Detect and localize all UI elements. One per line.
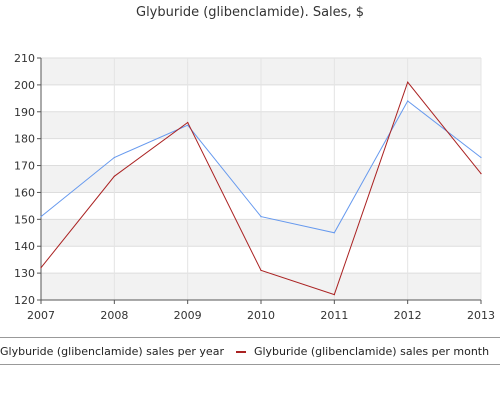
data-point: [40, 216, 42, 218]
y-tick-label: 150: [14, 213, 35, 226]
series-lines: [40, 81, 482, 296]
data-point: [333, 232, 335, 234]
x-tick-label: 2008: [100, 309, 128, 322]
y-tick-label: 120: [14, 294, 35, 307]
legend-label: Glyburide (glibenclamide) sales per year: [0, 345, 224, 358]
x-tick-label: 2009: [174, 309, 202, 322]
y-tick-label: 140: [14, 240, 35, 253]
x-tick-label: 2007: [27, 309, 55, 322]
x-tick-label: 2010: [247, 309, 275, 322]
data-point: [407, 81, 409, 83]
legend: Glyburide (glibenclamide) sales per year…: [0, 337, 500, 365]
y-tick-label: 180: [14, 133, 35, 146]
data-point: [113, 175, 115, 177]
legend-item-1: Glyburide (glibenclamide) sales per mont…: [235, 345, 490, 358]
y-tick-label: 190: [14, 106, 35, 119]
y-tick-label: 170: [14, 160, 35, 173]
legend-label: Glyburide (glibenclamide) sales per mont…: [253, 345, 490, 358]
data-point: [260, 269, 262, 272]
data-point: [260, 216, 262, 218]
data-point: [187, 121, 189, 124]
chart-title: Glyburide (glibenclamide). Sales, $: [136, 5, 364, 20]
data-point: [407, 100, 409, 102]
data-point: [480, 156, 482, 159]
y-tick-labels: 120 130 140 150 160 170 180 190 200 210: [14, 52, 35, 307]
data-point: [40, 267, 42, 269]
y-tick-label: 130: [14, 267, 35, 280]
legend-item-0: Glyburide (glibenclamide) sales per year: [0, 345, 224, 358]
y-tick-label: 210: [14, 52, 35, 65]
x-tick-label: 2012: [394, 309, 422, 322]
data-point: [113, 156, 115, 159]
x-tick-labels: 2007 2008 2009 2010 2011 2012 2013: [27, 309, 495, 322]
data-point: [480, 173, 482, 175]
legend-swatch: [235, 351, 246, 353]
y-tick-label: 160: [14, 186, 35, 199]
x-tick-label: 2011: [320, 309, 348, 322]
y-tick-label: 200: [14, 79, 35, 92]
data-point: [333, 294, 335, 296]
x-tick-label: 2013: [467, 309, 495, 322]
data-point: [187, 124, 189, 126]
axes: [37, 57, 482, 304]
